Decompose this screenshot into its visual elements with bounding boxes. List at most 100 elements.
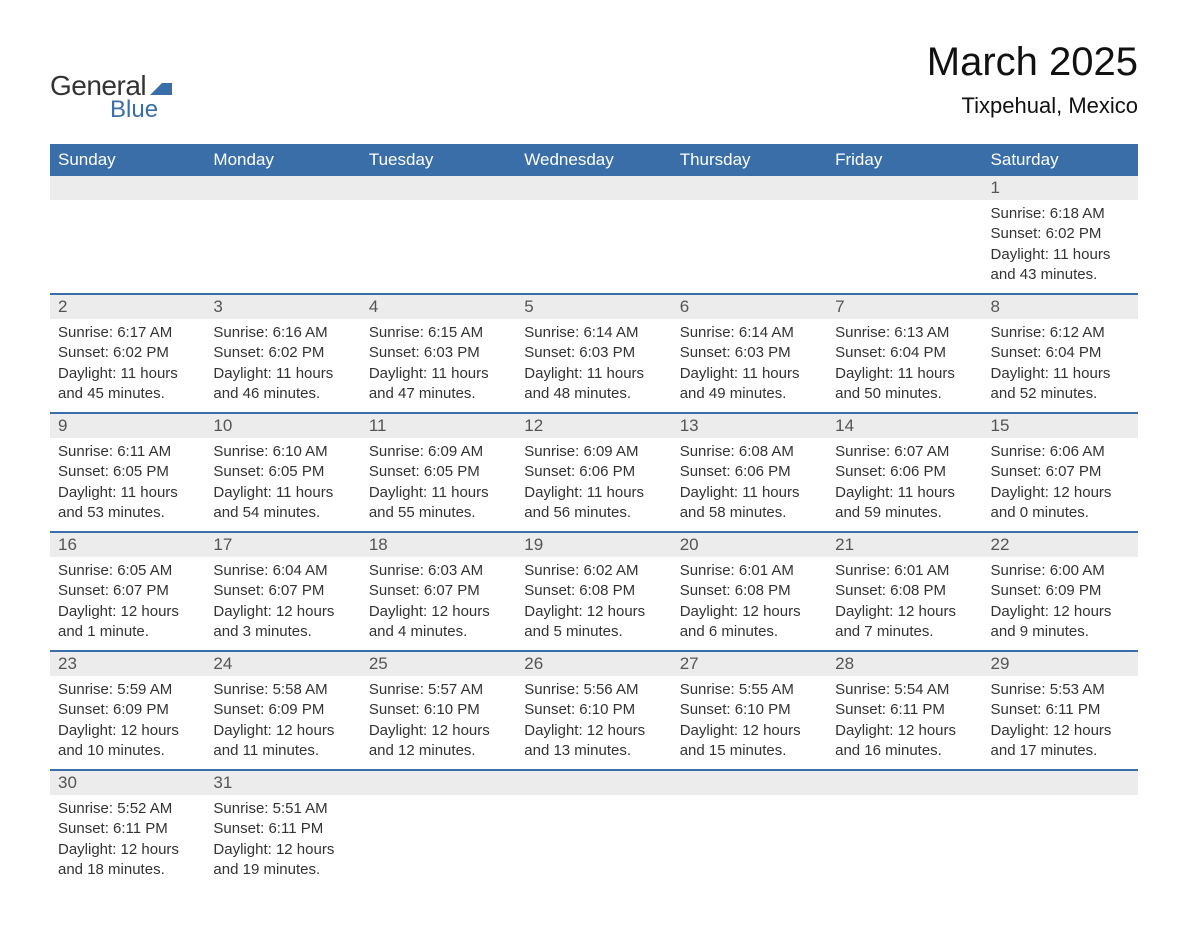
day-number: 23 xyxy=(50,652,205,676)
day-daylight2: and 5 minutes. xyxy=(524,622,663,642)
day-content-empty xyxy=(361,200,516,280)
day-sunrise: Sunrise: 6:09 AM xyxy=(369,442,508,462)
day-number: 29 xyxy=(983,652,1138,676)
day-sunset: Sunset: 6:09 PM xyxy=(58,700,197,720)
calendar-cell: 16Sunrise: 6:05 AMSunset: 6:07 PMDayligh… xyxy=(50,532,205,651)
day-daylight2: and 47 minutes. xyxy=(369,384,508,404)
day-sunrise: Sunrise: 6:01 AM xyxy=(835,561,974,581)
calendar-cell xyxy=(827,770,982,888)
day-number-empty xyxy=(983,771,1138,795)
day-sunset: Sunset: 6:10 PM xyxy=(524,700,663,720)
day-content-empty xyxy=(672,795,827,875)
logo-text-blue: Blue xyxy=(110,96,172,124)
day-daylight2: and 18 minutes. xyxy=(58,860,197,880)
day-daylight1: Daylight: 11 hours xyxy=(991,245,1130,265)
calendar-cell: 26Sunrise: 5:56 AMSunset: 6:10 PMDayligh… xyxy=(516,651,671,770)
page-title: March 2025 xyxy=(927,40,1138,85)
calendar-cell: 28Sunrise: 5:54 AMSunset: 6:11 PMDayligh… xyxy=(827,651,982,770)
day-daylight1: Daylight: 12 hours xyxy=(369,602,508,622)
day-number: 11 xyxy=(361,414,516,438)
calendar-cell xyxy=(516,770,671,888)
day-daylight2: and 15 minutes. xyxy=(680,741,819,761)
day-number-empty xyxy=(50,176,205,200)
day-number: 24 xyxy=(205,652,360,676)
day-sunrise: Sunrise: 6:05 AM xyxy=(58,561,197,581)
day-content: Sunrise: 5:54 AMSunset: 6:11 PMDaylight:… xyxy=(827,676,982,769)
calendar-cell: 7Sunrise: 6:13 AMSunset: 6:04 PMDaylight… xyxy=(827,294,982,413)
day-sunset: Sunset: 6:05 PM xyxy=(369,462,508,482)
day-content: Sunrise: 6:01 AMSunset: 6:08 PMDaylight:… xyxy=(672,557,827,650)
calendar-week: 16Sunrise: 6:05 AMSunset: 6:07 PMDayligh… xyxy=(50,532,1138,651)
day-daylight2: and 13 minutes. xyxy=(524,741,663,761)
day-sunrise: Sunrise: 5:52 AM xyxy=(58,799,197,819)
day-content-empty xyxy=(516,200,671,280)
day-sunrise: Sunrise: 6:15 AM xyxy=(369,323,508,343)
day-sunset: Sunset: 6:02 PM xyxy=(213,343,352,363)
calendar-cell: 22Sunrise: 6:00 AMSunset: 6:09 PMDayligh… xyxy=(983,532,1138,651)
day-sunset: Sunset: 6:03 PM xyxy=(680,343,819,363)
day-number-empty xyxy=(361,176,516,200)
day-daylight1: Daylight: 12 hours xyxy=(213,602,352,622)
day-number: 27 xyxy=(672,652,827,676)
day-daylight1: Daylight: 12 hours xyxy=(835,602,974,622)
day-content-empty xyxy=(205,200,360,280)
day-number: 21 xyxy=(827,533,982,557)
day-number: 15 xyxy=(983,414,1138,438)
day-daylight2: and 6 minutes. xyxy=(680,622,819,642)
day-number: 25 xyxy=(361,652,516,676)
calendar-cell: 19Sunrise: 6:02 AMSunset: 6:08 PMDayligh… xyxy=(516,532,671,651)
day-sunset: Sunset: 6:10 PM xyxy=(680,700,819,720)
calendar-cell: 9Sunrise: 6:11 AMSunset: 6:05 PMDaylight… xyxy=(50,413,205,532)
day-content: Sunrise: 5:57 AMSunset: 6:10 PMDaylight:… xyxy=(361,676,516,769)
day-content: Sunrise: 5:53 AMSunset: 6:11 PMDaylight:… xyxy=(983,676,1138,769)
day-daylight2: and 59 minutes. xyxy=(835,503,974,523)
day-sunrise: Sunrise: 5:51 AM xyxy=(213,799,352,819)
day-daylight1: Daylight: 11 hours xyxy=(680,364,819,384)
logo: General Blue xyxy=(50,40,172,124)
calendar-body: 1Sunrise: 6:18 AMSunset: 6:02 PMDaylight… xyxy=(50,176,1138,888)
calendar-cell xyxy=(361,176,516,294)
day-sunset: Sunset: 6:04 PM xyxy=(991,343,1130,363)
day-content: Sunrise: 6:10 AMSunset: 6:05 PMDaylight:… xyxy=(205,438,360,531)
day-sunset: Sunset: 6:05 PM xyxy=(213,462,352,482)
day-sunset: Sunset: 6:03 PM xyxy=(369,343,508,363)
day-daylight1: Daylight: 11 hours xyxy=(369,364,508,384)
day-daylight1: Daylight: 12 hours xyxy=(680,602,819,622)
col-tuesday: Tuesday xyxy=(361,144,516,176)
day-number-empty xyxy=(516,771,671,795)
day-sunrise: Sunrise: 6:09 AM xyxy=(524,442,663,462)
day-content: Sunrise: 6:05 AMSunset: 6:07 PMDaylight:… xyxy=(50,557,205,650)
day-sunset: Sunset: 6:07 PM xyxy=(369,581,508,601)
day-number: 30 xyxy=(50,771,205,795)
calendar-cell: 31Sunrise: 5:51 AMSunset: 6:11 PMDayligh… xyxy=(205,770,360,888)
calendar-cell: 17Sunrise: 6:04 AMSunset: 6:07 PMDayligh… xyxy=(205,532,360,651)
calendar-cell: 21Sunrise: 6:01 AMSunset: 6:08 PMDayligh… xyxy=(827,532,982,651)
day-daylight2: and 19 minutes. xyxy=(213,860,352,880)
day-content: Sunrise: 6:11 AMSunset: 6:05 PMDaylight:… xyxy=(50,438,205,531)
day-content-empty xyxy=(827,795,982,875)
day-sunrise: Sunrise: 6:01 AM xyxy=(680,561,819,581)
day-number-empty xyxy=(672,771,827,795)
calendar-cell: 30Sunrise: 5:52 AMSunset: 6:11 PMDayligh… xyxy=(50,770,205,888)
day-sunset: Sunset: 6:04 PM xyxy=(835,343,974,363)
day-daylight2: and 49 minutes. xyxy=(680,384,819,404)
day-number-empty xyxy=(361,771,516,795)
day-content: Sunrise: 6:14 AMSunset: 6:03 PMDaylight:… xyxy=(672,319,827,412)
day-sunrise: Sunrise: 6:00 AM xyxy=(991,561,1130,581)
day-sunset: Sunset: 6:06 PM xyxy=(680,462,819,482)
day-daylight1: Daylight: 11 hours xyxy=(835,483,974,503)
day-daylight2: and 56 minutes. xyxy=(524,503,663,523)
page-header: General Blue March 2025 Tixpehual, Mexic… xyxy=(50,40,1138,124)
calendar-week: 1Sunrise: 6:18 AMSunset: 6:02 PMDaylight… xyxy=(50,176,1138,294)
day-daylight2: and 53 minutes. xyxy=(58,503,197,523)
calendar-cell: 15Sunrise: 6:06 AMSunset: 6:07 PMDayligh… xyxy=(983,413,1138,532)
day-number: 12 xyxy=(516,414,671,438)
calendar-cell: 3Sunrise: 6:16 AMSunset: 6:02 PMDaylight… xyxy=(205,294,360,413)
day-sunrise: Sunrise: 6:03 AM xyxy=(369,561,508,581)
day-number-empty xyxy=(827,176,982,200)
day-content: Sunrise: 5:58 AMSunset: 6:09 PMDaylight:… xyxy=(205,676,360,769)
calendar-cell: 10Sunrise: 6:10 AMSunset: 6:05 PMDayligh… xyxy=(205,413,360,532)
day-daylight1: Daylight: 12 hours xyxy=(58,721,197,741)
day-number: 31 xyxy=(205,771,360,795)
day-number: 2 xyxy=(50,295,205,319)
